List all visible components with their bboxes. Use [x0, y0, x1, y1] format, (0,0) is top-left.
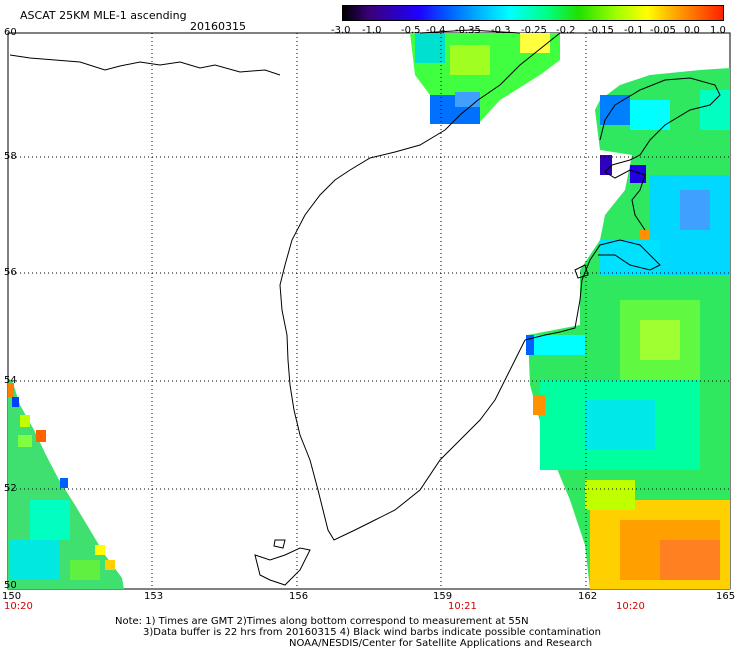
footer-note-line1: Note: 1) Times are GMT 2)Times along bot… — [115, 616, 529, 627]
lat-label: 54 — [4, 375, 17, 386]
colorbar-label: 0.0 — [684, 25, 700, 36]
lon-label: 150 — [2, 591, 22, 602]
lat-label: 58 — [4, 151, 17, 162]
colorbar-label: -0.05 — [650, 25, 676, 36]
colorbar-label: -0.5 — [401, 25, 421, 36]
colorbar-label: -0.1 — [624, 25, 644, 36]
time-label: 10:20 — [616, 601, 645, 612]
colorbar-label: -0.3 — [491, 25, 511, 36]
lat-label: 52 — [4, 483, 17, 494]
map-date: 20160315 — [190, 20, 246, 33]
colorbar-label: -0.15 — [588, 25, 614, 36]
lat-label: 60 — [4, 27, 17, 38]
lat-label: 56 — [4, 267, 17, 278]
lon-label: 162 — [578, 591, 598, 602]
colorbar-label: -0.35 — [455, 25, 481, 36]
lat-label: 50 — [4, 580, 17, 591]
footer-note-line2: 3)Data buffer is 22 hrs from 20160315 4)… — [143, 627, 601, 638]
lon-label: 165 — [716, 591, 736, 602]
grid-lines — [8, 33, 730, 589]
lon-label: 153 — [144, 591, 164, 602]
data-swath-left — [8, 380, 124, 589]
colorbar-label: -0.4 — [426, 25, 446, 36]
colorbar-label: -0.25 — [521, 25, 547, 36]
lon-label: 156 — [289, 591, 309, 602]
colorbar — [342, 5, 724, 21]
lon-label: 159 — [433, 591, 453, 602]
time-label: 10:20 — [4, 601, 33, 612]
coastline — [9, 29, 721, 586]
map-title: ASCAT 25KM MLE-1 ascending — [20, 9, 187, 22]
data-swath-right — [526, 68, 730, 589]
footer-note-line3: NOAA/NESDIS/Center for Satellite Applica… — [289, 638, 593, 649]
time-label: 10:21 — [448, 601, 477, 612]
colorbar-label: 1.0 — [710, 25, 726, 36]
colorbar-label: -1.0 — [362, 25, 382, 36]
colorbar-label: -3.0 — [331, 25, 351, 36]
colorbar-label: -0.2 — [556, 25, 576, 36]
data-swath-top — [410, 33, 560, 124]
